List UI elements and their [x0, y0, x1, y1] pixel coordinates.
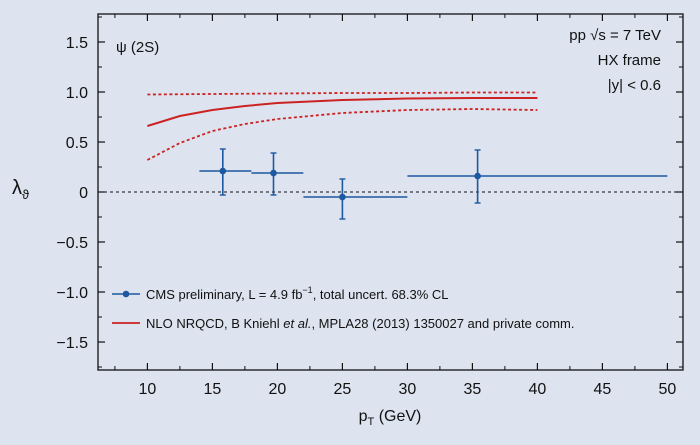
- x-tick-label: 35: [464, 381, 482, 398]
- annotation-energy: pp √s = 7 TeV: [569, 27, 661, 44]
- annotation-frame: HX frame: [598, 52, 661, 69]
- x-tick-label: 45: [594, 381, 612, 398]
- x-tick-label: 40: [529, 381, 547, 398]
- y-tick-label: 0: [79, 185, 88, 202]
- x-tick-label: 15: [204, 381, 222, 398]
- x-tick-label: 50: [659, 381, 677, 398]
- x-axis-label: pT (GeV): [359, 408, 422, 428]
- panel-label: ψ (2S): [116, 39, 159, 56]
- data-point: [219, 167, 227, 175]
- x-tick-label: 20: [269, 381, 287, 398]
- y-tick-label: 0.5: [66, 135, 88, 152]
- legend-theory-label: NLO NRQCD, B Kniehl et al., MPLA28 (2013…: [146, 316, 575, 331]
- legend-data-label-main: CMS preliminary, L = 4.9 fb: [146, 287, 302, 302]
- y-tick-label: −1.0: [56, 285, 88, 302]
- legend-theory-label-italic: et al.: [283, 316, 311, 331]
- x-tick-label: 30: [399, 381, 417, 398]
- y-tick-label: 1.0: [66, 85, 88, 102]
- data-point: [474, 172, 481, 180]
- x-axis-label-main: p: [359, 408, 368, 425]
- theory-lower-bound: [146, 108, 538, 161]
- x-axis-label-sub: T: [368, 416, 375, 428]
- y-tick-label: 1.5: [66, 35, 88, 52]
- annotation-rapidity: |y| < 0.6: [608, 77, 661, 94]
- legend-data-label: CMS preliminary, L = 4.9 fb−1, total unc…: [146, 285, 449, 302]
- theory-upper-bound: [147, 91, 538, 96]
- x-tick-label: 10: [139, 381, 157, 398]
- legend: CMS preliminary, L = 4.9 fb−1, total unc…: [112, 285, 575, 331]
- y-axis-label-main: λ: [12, 177, 22, 199]
- legend-data-marker: [122, 290, 130, 298]
- data-point: [339, 193, 346, 201]
- legend-data-label-tail: , total uncert. 68.3% CL: [313, 287, 449, 302]
- x-tick-label: 25: [334, 381, 352, 398]
- legend-theory-label-tail: , MPLA28 (2013) 1350027 and private comm…: [311, 316, 574, 331]
- y-tick-label: −0.5: [56, 235, 88, 252]
- y-axis-label-sub: ϑ: [22, 187, 30, 202]
- y-tick-label: −1.5: [56, 335, 88, 352]
- y-axis-label: λϑ: [12, 177, 30, 202]
- legend-theory-label-main: NLO NRQCD, B Kniehl: [146, 316, 283, 331]
- data-point: [270, 169, 277, 177]
- x-axis-label-unit: (GeV): [374, 408, 421, 425]
- theory-central-line: [147, 97, 538, 127]
- legend-data-label-sup: −1: [302, 285, 312, 295]
